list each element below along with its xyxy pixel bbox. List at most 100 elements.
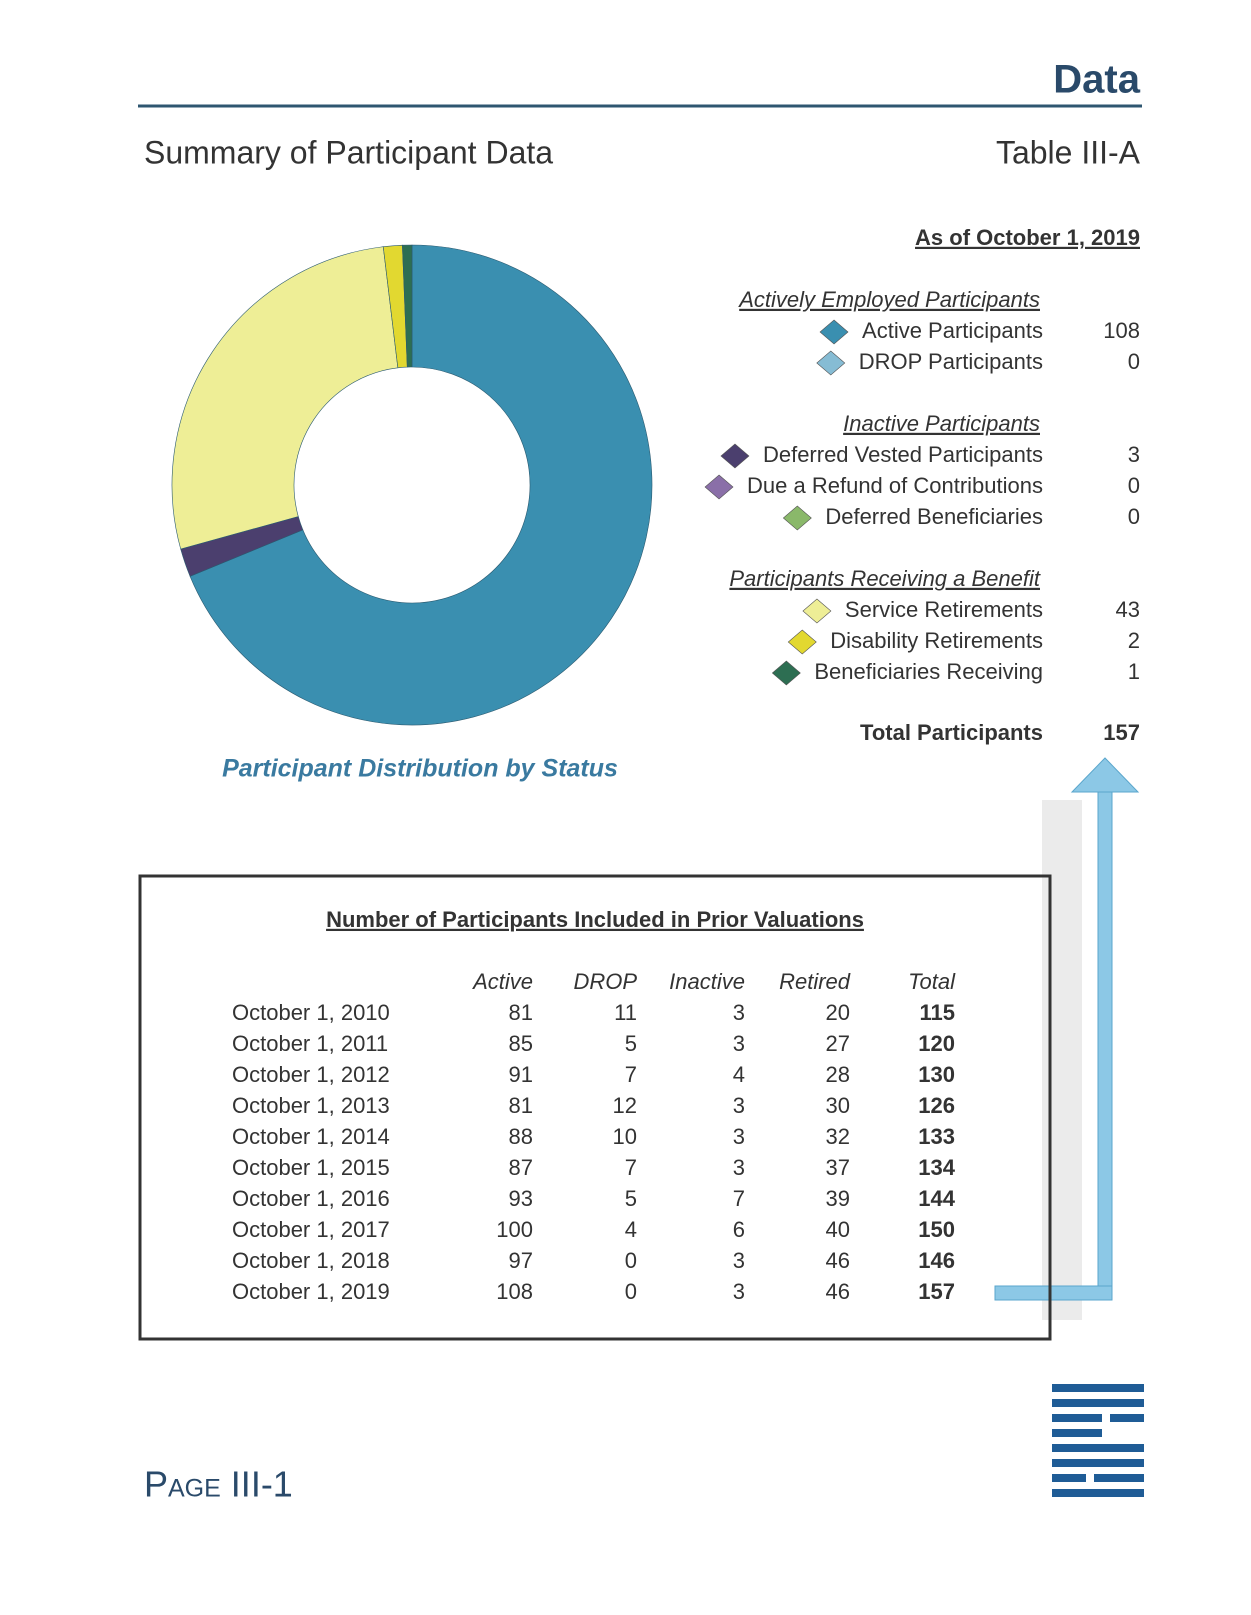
table-cell: 28 [826, 1062, 850, 1087]
row-date: October 1, 2010 [232, 1000, 390, 1025]
legend-marker [819, 319, 849, 345]
table-cell: 81 [509, 1093, 533, 1118]
table-cell: 115 [920, 1000, 956, 1025]
legend-marker [771, 660, 801, 686]
legend-label: Due a Refund of Contributions [747, 473, 1043, 498]
row-date: October 1, 2016 [232, 1186, 390, 1211]
as-of-date: As of October 1, 2019 [915, 225, 1140, 250]
table-cell: 81 [509, 1000, 533, 1025]
legend-label: Deferred Vested Participants [763, 442, 1043, 467]
table-cell: 3 [733, 1155, 745, 1180]
legend-group: Participants Receiving a Benefit [729, 566, 1040, 591]
table-cell: 126 [918, 1093, 955, 1118]
table-frame [138, 874, 1052, 1341]
row-date: October 1, 2013 [232, 1093, 390, 1118]
table-cell: 88 [509, 1124, 533, 1149]
arrow-decoration [994, 757, 1140, 1320]
table-cell: 133 [918, 1124, 955, 1149]
table-cell: 7 [625, 1155, 637, 1180]
row-date: October 1, 2019 [232, 1279, 390, 1304]
legend-label: Service Retirements [845, 597, 1043, 622]
row-date: October 1, 2014 [232, 1124, 390, 1149]
legend-label: Disability Retirements [830, 628, 1043, 653]
donut [171, 244, 653, 726]
table-cell: 0 [625, 1279, 637, 1304]
total-label: Total Participants [860, 720, 1043, 745]
table-cell: 100 [496, 1217, 533, 1242]
row-date: October 1, 2017 [232, 1217, 390, 1242]
page-title: Summary of Participant Data [144, 134, 553, 170]
table-cell: 4 [733, 1062, 745, 1087]
table-cell: 6 [733, 1217, 745, 1242]
legend-value: 2 [1128, 628, 1140, 653]
column-header: Active [471, 969, 533, 994]
table-cell: 87 [509, 1155, 533, 1180]
table-cell: 7 [733, 1186, 745, 1211]
legend-marker [816, 350, 846, 376]
table-cell: 46 [826, 1279, 850, 1304]
table-cell: 146 [918, 1248, 955, 1273]
table-cell: 144 [918, 1186, 955, 1211]
legend-value: 43 [1116, 597, 1140, 622]
prior-table: Active DROP Inactive Retired Total October 1,… [232, 969, 956, 1304]
table-cell: 3 [733, 1124, 745, 1149]
table-cell: 3 [733, 1031, 745, 1056]
page-number: Page III-1 [144, 1464, 293, 1505]
table-cell: 39 [826, 1186, 850, 1211]
total-value: 157 [1103, 720, 1140, 745]
table-cell: 40 [826, 1217, 850, 1242]
column-header: Total [908, 969, 956, 994]
legend-label: Active Participants [862, 318, 1043, 343]
table-cell: 3 [733, 1279, 745, 1304]
table-cell: 37 [826, 1155, 850, 1180]
legend-marker [704, 474, 734, 500]
row-date: October 1, 2015 [232, 1155, 390, 1180]
table-cell: 4 [625, 1217, 637, 1242]
donut-slice [189, 244, 653, 726]
table-cell: 108 [496, 1279, 533, 1304]
table-cell: 46 [826, 1248, 850, 1273]
chart-title: Participant Distribution by Status [222, 755, 618, 783]
legend-group: Actively Employed Participants [737, 287, 1040, 312]
table-cell: 157 [918, 1279, 955, 1304]
table-title: Number of Participants Included in Prior… [326, 907, 864, 932]
donut-slice [171, 246, 399, 550]
table-cell: 12 [613, 1093, 637, 1118]
table-cell: 93 [509, 1186, 533, 1211]
legend-label: Beneficiaries Receiving [814, 659, 1043, 684]
table-cell: 7 [625, 1062, 637, 1087]
table-cell: 3 [733, 1093, 745, 1118]
legend-value: 3 [1128, 442, 1140, 467]
table-cell: 85 [509, 1031, 533, 1056]
table-cell: 0 [625, 1248, 637, 1273]
legend-marker [802, 598, 832, 624]
legend: Actively Employed Participants Active Par… [704, 287, 1140, 745]
row-date: October 1, 2011 [232, 1031, 388, 1056]
table-cell: 11 [614, 1000, 637, 1025]
legend-value: 0 [1128, 473, 1140, 498]
table-cell: 20 [826, 1000, 850, 1025]
table-cell: 27 [826, 1031, 850, 1056]
legend-marker [720, 443, 750, 469]
table-cell: 3 [733, 1000, 745, 1025]
table-cell: 32 [826, 1124, 850, 1149]
legend-value: 0 [1128, 349, 1140, 374]
row-date: October 1, 2012 [232, 1062, 390, 1087]
column-header: Inactive [669, 969, 745, 994]
table-cell: 5 [625, 1031, 637, 1056]
section-title: Data [1053, 58, 1140, 102]
donut-slice [402, 244, 413, 368]
table-cell: 5 [625, 1186, 637, 1211]
table-id: Table III-A [996, 134, 1141, 170]
table-cell: 150 [918, 1217, 955, 1242]
table-cell: 3 [733, 1248, 745, 1273]
column-header: DROP [573, 969, 637, 994]
table-cell: 97 [509, 1248, 533, 1273]
table-cell: 120 [918, 1031, 955, 1056]
legend-marker [782, 505, 812, 531]
legend-label: Deferred Beneficiaries [825, 504, 1043, 529]
table-cell: 30 [826, 1093, 850, 1118]
legend-value: 1 [1128, 659, 1140, 684]
column-header: Retired [779, 969, 851, 994]
